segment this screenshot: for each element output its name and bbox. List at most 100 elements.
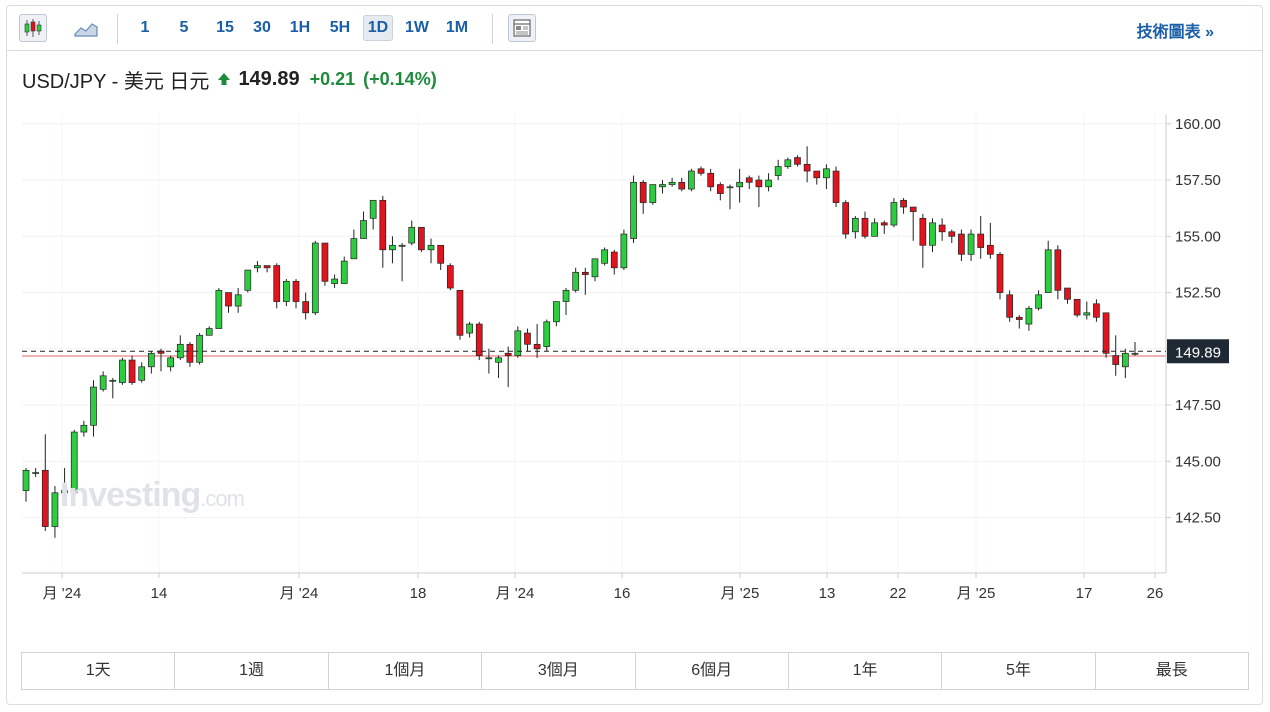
candle: [1025, 306, 1033, 331]
candle: [668, 177, 676, 187]
candle-body: [1064, 287, 1071, 300]
range-1y[interactable]: 1年: [789, 653, 943, 689]
candle-body: [1112, 355, 1120, 365]
candle: [196, 333, 203, 365]
candle: [456, 289, 464, 340]
candle: [1054, 245, 1062, 300]
range-1w[interactable]: 1週: [175, 653, 329, 689]
candle: [919, 213, 927, 268]
candle: [543, 319, 551, 352]
candle-body: [639, 181, 647, 203]
candle: [716, 182, 724, 201]
interval-1w[interactable]: 1W: [405, 19, 429, 36]
candle-body: [958, 233, 965, 255]
candle: [938, 218, 946, 241]
candle: [311, 240, 319, 316]
candle: [1006, 290, 1013, 322]
x-tick-label: 14: [151, 585, 168, 602]
candle: [466, 321, 473, 338]
price-change-percent: (+0.14%): [363, 68, 437, 89]
candle-body: [475, 323, 483, 356]
area-chart-icon[interactable]: [72, 14, 100, 42]
candle: [890, 198, 898, 228]
candle-body: [51, 492, 59, 527]
candle-body: [215, 289, 223, 329]
candle: [51, 486, 59, 538]
y-tick-label: 152.50: [1175, 285, 1221, 302]
x-tick-label: 月 '24: [496, 585, 535, 602]
candle-body: [591, 258, 599, 278]
candle-body: [774, 166, 782, 176]
candle: [1073, 298, 1081, 318]
candle: [176, 335, 184, 361]
candle-body: [119, 359, 126, 383]
range-5y[interactable]: 5年: [942, 653, 1096, 689]
candle: [1093, 299, 1100, 322]
interval-1d[interactable]: 1D: [363, 15, 393, 41]
candle-body: [321, 242, 329, 282]
candle: [331, 274, 338, 289]
candle-body: [99, 375, 107, 390]
candle-body: [389, 244, 396, 251]
candle: [794, 155, 801, 167]
candle-body: [128, 359, 136, 383]
candle: [977, 216, 985, 259]
candle: [167, 355, 175, 372]
candle: [765, 173, 772, 192]
candle-body: [659, 184, 666, 188]
x-tick-label: 13: [819, 585, 836, 602]
candle-body: [1054, 249, 1062, 291]
candle-body: [456, 289, 464, 336]
candle-body: [803, 163, 811, 172]
candle: [369, 199, 377, 230]
x-tick-label: 18: [410, 585, 427, 602]
candle-body: [967, 233, 975, 255]
candle: [99, 371, 107, 392]
candle: [823, 164, 830, 190]
candle-body: [620, 233, 628, 269]
last-price-badge-label: 149.89: [1175, 344, 1221, 361]
candle-body: [543, 321, 551, 347]
candle-body: [986, 244, 994, 255]
candle: [360, 211, 367, 239]
interval-1h[interactable]: 1H: [289, 19, 311, 36]
technical-chart-link[interactable]: 技術圖表 »: [1136, 24, 1214, 41]
interval-1[interactable]: 1: [140, 19, 150, 36]
candle-body: [880, 222, 888, 226]
candle: [263, 265, 271, 273]
range-1d[interactable]: 1天: [22, 653, 176, 689]
candle: [909, 206, 917, 241]
candle: [900, 198, 907, 214]
candle-body: [446, 265, 454, 289]
interval-1m[interactable]: 1M: [445, 19, 469, 36]
candle-body: [61, 490, 68, 494]
candle: [736, 168, 743, 203]
range-max[interactable]: 最長: [1155, 662, 1188, 679]
news-panel-icon[interactable]: [508, 14, 536, 42]
interval-15[interactable]: 15: [216, 19, 234, 36]
candle-body: [148, 352, 155, 368]
candle-body: [765, 179, 772, 188]
price-change: +0.21: [309, 68, 356, 89]
candle: [446, 263, 454, 291]
candle: [697, 166, 705, 176]
candle: [495, 355, 502, 379]
candle: [379, 195, 387, 268]
range-1m[interactable]: 1個月: [329, 653, 483, 689]
candle-body: [466, 323, 473, 334]
interval-5[interactable]: 5: [179, 19, 189, 36]
candle-body: [832, 170, 840, 203]
candle: [572, 267, 580, 293]
candlestick-chart-icon[interactable]: [19, 14, 47, 42]
interval-30[interactable]: 30: [253, 19, 271, 36]
interval-5h[interactable]: 5H: [329, 19, 351, 36]
x-tick-label: 月 '24: [280, 585, 319, 602]
candle: [986, 222, 994, 259]
candle-body: [369, 199, 377, 219]
candle: [958, 229, 965, 262]
candle: [851, 216, 859, 239]
candle: [639, 180, 647, 214]
range-6m[interactable]: 6個月: [636, 653, 789, 689]
range-3m[interactable]: 3個月: [482, 653, 636, 689]
